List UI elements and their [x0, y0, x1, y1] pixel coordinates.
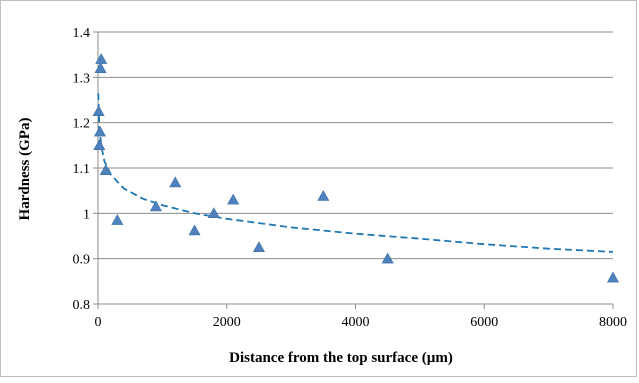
- x-tick-label: 4000: [342, 315, 370, 330]
- data-point: [111, 214, 124, 225]
- x-tick-label: 6000: [470, 315, 498, 330]
- x-tick-label: 0: [95, 315, 102, 330]
- grid-layer: [98, 31, 613, 305]
- data-point: [149, 200, 162, 212]
- y-tick-label: 1.2: [73, 117, 91, 132]
- data-point: [94, 62, 107, 73]
- axis-layer: [93, 31, 614, 309]
- trendline: [97, 93, 614, 253]
- data-point: [207, 207, 220, 219]
- x-tick-label: 2000: [213, 315, 241, 330]
- data-point: [252, 241, 265, 253]
- y-tick-label: 1.4: [73, 26, 91, 41]
- y-tick-label: 0.8: [73, 298, 91, 313]
- trendline-layer: [97, 93, 614, 253]
- y-tick-label: 1.3: [73, 71, 91, 86]
- y-tick-label: 1: [83, 207, 90, 222]
- data-point: [93, 139, 106, 151]
- data-point: [381, 252, 394, 264]
- y-tick-label: 1.1: [73, 162, 91, 177]
- tick-label-layer: 0.8 0.9 1 1.1 1.2 1.3 1.4 0 2000 4000 6000 8000: [73, 26, 628, 330]
- data-point: [317, 189, 330, 201]
- data-point: [99, 164, 112, 175]
- data-point: [188, 224, 201, 236]
- y-tick-label: 0.9: [73, 253, 91, 268]
- data-point: [93, 125, 106, 137]
- x-axis-title: Distance from the top surface (µm): [229, 350, 453, 366]
- data-point-layer: [92, 53, 620, 283]
- data-point: [95, 53, 108, 64]
- data-point: [606, 271, 620, 283]
- data-point: [169, 176, 182, 188]
- y-axis-title: Hardness (GPa): [17, 118, 33, 221]
- data-point: [227, 193, 240, 205]
- x-tick-label: 8000: [599, 315, 627, 330]
- data-point: [92, 105, 105, 117]
